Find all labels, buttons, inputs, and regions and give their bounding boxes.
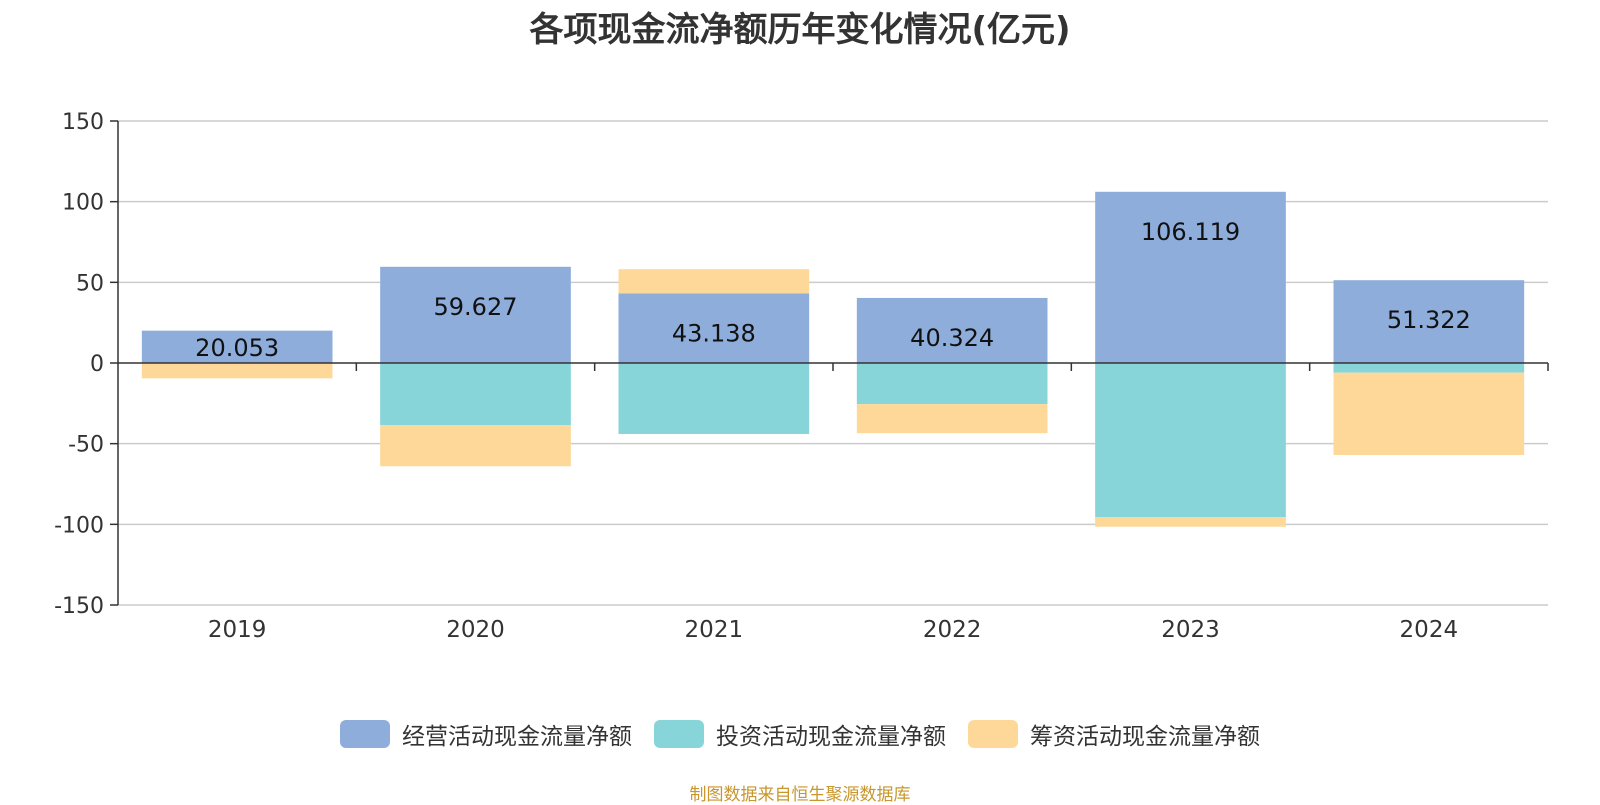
bar-financing xyxy=(380,425,571,467)
y-tick-label: -50 xyxy=(68,433,104,458)
y-tick-label: -150 xyxy=(54,594,104,619)
bar-operating xyxy=(141,330,333,363)
x-tick-label: 2021 xyxy=(685,617,744,643)
x-tick-label: 2019 xyxy=(208,617,267,643)
bar-financing xyxy=(1333,372,1525,455)
bar-operating xyxy=(618,293,810,363)
data-label: 106.119 xyxy=(1141,218,1240,246)
bar-investing xyxy=(380,363,571,426)
legend: 经营活动现金流量净额 投资活动现金流量净额 筹资活动现金流量净额 xyxy=(0,717,1600,751)
chart-plot: 150 100 50 0 -50 -100 -150 2019 2020 2021 2022 2023… xyxy=(54,110,1549,643)
data-label: 43.138 xyxy=(672,319,756,347)
legend-label-financing: 筹资活动现金流量净额 xyxy=(1030,724,1260,750)
bar-investing xyxy=(618,363,810,434)
bar-operating xyxy=(856,297,1048,363)
y-tick-label: 0 xyxy=(90,352,104,377)
bar-investing xyxy=(856,363,1048,405)
legend-label-operating: 经营活动现金流量净额 xyxy=(402,724,632,750)
data-label: 59.627 xyxy=(434,293,518,321)
y-tick-label: -100 xyxy=(54,513,104,538)
bar-financing xyxy=(1095,517,1286,527)
x-tick-label: 2022 xyxy=(923,617,982,643)
bar-operating xyxy=(1095,191,1286,363)
data-label: 20.053 xyxy=(195,334,279,362)
legend-swatch-financing xyxy=(968,720,1018,748)
legend-item-financing[interactable]: 筹资活动现金流量净额 xyxy=(968,717,1260,751)
bar-financing xyxy=(141,363,333,379)
legend-swatch-investing xyxy=(654,720,704,748)
legend-item-investing[interactable]: 投资活动现金流量净额 xyxy=(654,717,946,751)
x-tick-label: 2023 xyxy=(1161,617,1220,643)
legend-item-operating[interactable]: 经营活动现金流量净额 xyxy=(340,717,632,751)
y-tick-label: 150 xyxy=(62,110,104,135)
bar-investing xyxy=(1095,363,1286,518)
data-label: 51.322 xyxy=(1387,306,1471,334)
x-tick-label: 2020 xyxy=(446,617,505,643)
source-note: 制图数据来自恒生聚源数据库 xyxy=(689,785,911,805)
chart-title: 各项现金流净额历年变化情况(亿元) xyxy=(529,10,1071,50)
data-label: 40.324 xyxy=(910,324,994,352)
y-tick-label: 100 xyxy=(62,191,104,216)
legend-label-investing: 投资活动现金流量净额 xyxy=(716,724,946,750)
y-tick-label: 50 xyxy=(76,271,104,296)
bar-operating xyxy=(380,266,571,363)
legend-swatch-operating xyxy=(340,720,390,748)
bar-financing xyxy=(618,269,810,294)
x-tick-label: 2024 xyxy=(1400,617,1459,643)
bar-operating xyxy=(1333,280,1525,363)
bar-investing xyxy=(1333,363,1525,373)
bar-financing xyxy=(856,404,1048,434)
